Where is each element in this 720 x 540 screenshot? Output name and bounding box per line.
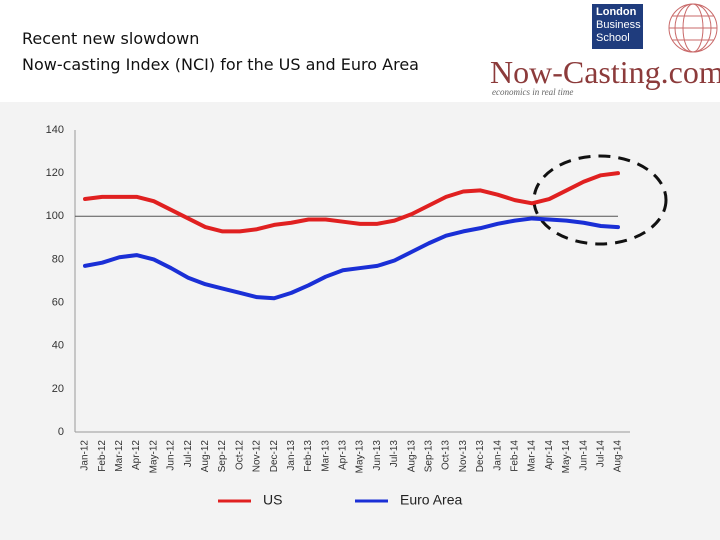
x-tick-label: Aug-12 [200, 440, 211, 473]
y-tick-label: 120 [46, 167, 64, 179]
x-tick-label: Nov-12 [252, 440, 263, 473]
series-line [83, 171, 620, 234]
x-tick-label: Sep-13 [424, 440, 435, 473]
title-line: Recent new slowdown [22, 29, 199, 48]
series-line [83, 216, 620, 301]
x-tick-label: Jul-12 [183, 440, 194, 468]
x-tick-label: Jul-13 [389, 440, 400, 468]
x-tick-label: Sep-12 [217, 440, 228, 473]
x-tick-label: May-13 [355, 440, 366, 474]
x-tick-label: Oct-12 [234, 440, 245, 470]
x-tick-label: Jun-13 [372, 440, 383, 471]
x-tick-label: Aug-14 [613, 440, 624, 473]
x-tick-label: Mar-14 [527, 440, 538, 472]
x-tick-label: Apr-14 [544, 440, 555, 470]
x-tick-label: Apr-12 [131, 440, 142, 470]
x-tick-label: Oct-13 [441, 440, 452, 470]
globe [668, 3, 718, 53]
legend-label: US [263, 492, 282, 508]
x-tick-label: Jan-12 [80, 440, 91, 471]
x-tick-label: Jul-14 [595, 440, 606, 468]
x-tick-label: Mar-12 [114, 440, 125, 472]
school-name: Business [596, 19, 641, 31]
x-tick-label: Jan-13 [286, 440, 297, 471]
school-name: London [596, 6, 637, 18]
y-tick-label: 20 [52, 383, 64, 395]
y-tick-label: 80 [52, 253, 64, 265]
x-tick-label: Jun-14 [578, 440, 589, 471]
legend-label: Euro Area [400, 492, 462, 508]
x-tick-label: Nov-13 [458, 440, 469, 473]
title-line: Now-casting Index (NCI) for the US and E… [22, 55, 419, 74]
y-tick-label: 100 [46, 210, 64, 222]
x-tick-label: Dec-13 [475, 440, 486, 473]
x-tick-label: Mar-13 [320, 440, 331, 472]
x-tick-label: Apr-13 [338, 440, 349, 470]
x-tick-label: Dec-12 [269, 440, 280, 473]
highlight-ellipse [532, 154, 668, 246]
x-tick-label: Jun-12 [166, 440, 177, 471]
x-tick-label: Feb-13 [303, 440, 314, 472]
brand-name: Now-Casting.com [490, 54, 720, 90]
y-tick-label: 40 [52, 340, 64, 352]
brand-tagline: economics in real time [492, 87, 573, 97]
y-tick-label: 60 [52, 296, 64, 308]
school-name: School [596, 32, 630, 44]
y-tick-label: 140 [46, 124, 64, 136]
x-tick-label: Feb-14 [509, 440, 520, 472]
x-tick-label: May-14 [561, 440, 572, 474]
x-tick-label: Jan-14 [492, 440, 503, 471]
x-tick-label: May-12 [148, 440, 159, 474]
x-tick-label: Aug-13 [406, 440, 417, 473]
school-logo [592, 4, 643, 49]
y-tick-label: 0 [58, 426, 64, 438]
x-tick-label: Feb-12 [97, 440, 108, 472]
